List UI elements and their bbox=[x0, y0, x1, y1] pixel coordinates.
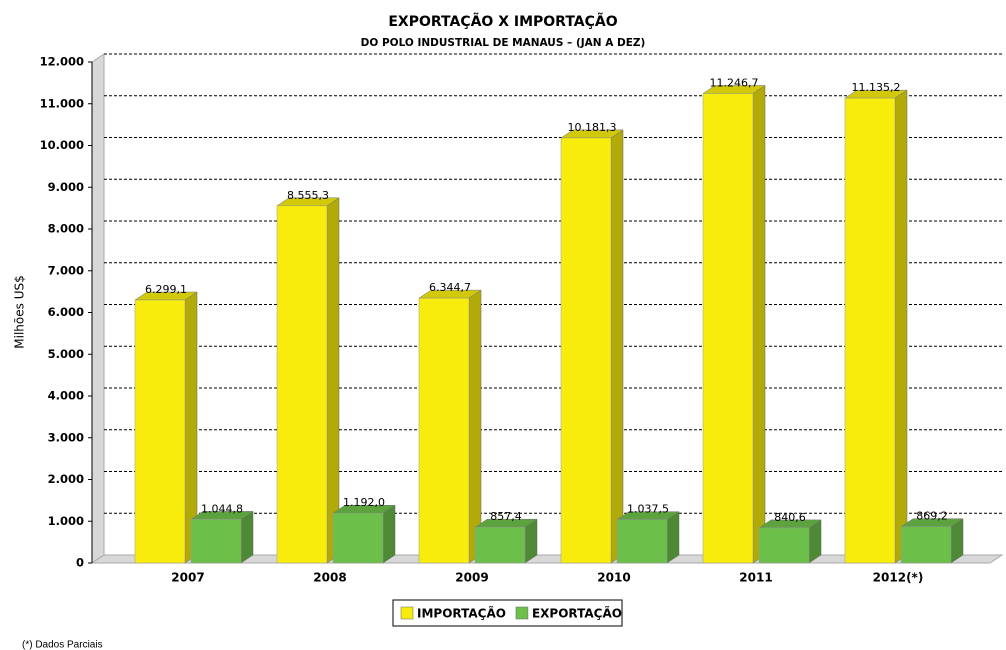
bar-front bbox=[418, 297, 470, 564]
back-wall bbox=[91, 53, 105, 564]
value-label: 840,6 bbox=[774, 511, 806, 524]
value-label: 1.037,5 bbox=[627, 503, 669, 516]
value-label: 8.555,3 bbox=[287, 189, 329, 202]
bar bbox=[900, 518, 964, 564]
bar-front bbox=[332, 512, 384, 564]
y-tick-label: 6.000 bbox=[48, 305, 84, 319]
bar-front bbox=[560, 137, 612, 564]
x-tick-label: 2008 bbox=[313, 571, 346, 585]
bar-front bbox=[702, 93, 754, 564]
bar bbox=[560, 129, 624, 564]
bar-side bbox=[468, 289, 482, 564]
y-tick-label: 2.000 bbox=[48, 472, 84, 486]
bar-front bbox=[844, 97, 896, 564]
x-tick-label: 2012(*) bbox=[873, 571, 924, 585]
y-tick-label: 8.000 bbox=[48, 222, 84, 236]
y-axis-label: Milhões US$ bbox=[13, 275, 27, 348]
value-label: 10.181,3 bbox=[568, 121, 617, 134]
y-tick-label: 3.000 bbox=[48, 430, 84, 444]
bar-front bbox=[616, 519, 668, 564]
bar bbox=[844, 89, 908, 564]
y-tick-label: 5.000 bbox=[48, 347, 84, 361]
bar-front bbox=[758, 527, 810, 564]
bar bbox=[276, 197, 340, 564]
chart-title: EXPORTAÇÃO X IMPORTAÇÃO bbox=[388, 13, 617, 30]
bar bbox=[616, 511, 680, 564]
bar bbox=[332, 504, 396, 564]
footnote: (*) Dados Parciais bbox=[22, 640, 103, 650]
bar-side bbox=[666, 511, 680, 564]
value-label: 11.135,2 bbox=[852, 81, 901, 94]
legend-box bbox=[392, 599, 623, 627]
y-tick-label: 11.000 bbox=[40, 96, 84, 110]
value-label: 1.192,0 bbox=[343, 496, 385, 509]
value-label: 11.246,7 bbox=[710, 76, 759, 89]
value-label: 869,2 bbox=[916, 510, 948, 523]
value-label: 6.299,1 bbox=[145, 283, 187, 296]
x-tick-label: 2011 bbox=[739, 571, 772, 585]
legend-label: IMPORTAÇÃO bbox=[417, 606, 506, 621]
y-tick-label: 4.000 bbox=[48, 389, 84, 403]
bar-front bbox=[900, 526, 952, 564]
x-tick-label: 2010 bbox=[597, 571, 630, 585]
x-tick-label: 2009 bbox=[455, 571, 488, 585]
bar bbox=[474, 518, 538, 564]
value-label: 6.344,7 bbox=[429, 281, 471, 294]
bar bbox=[758, 519, 822, 564]
bar bbox=[418, 289, 482, 564]
bar bbox=[134, 291, 198, 564]
bar-side bbox=[382, 504, 396, 564]
y-tick-label: 10.000 bbox=[40, 138, 84, 152]
bar-front bbox=[474, 526, 526, 564]
value-label: 857,4 bbox=[490, 510, 522, 523]
y-tick-label: 1.000 bbox=[48, 514, 84, 528]
bar-side bbox=[894, 89, 908, 564]
y-tick-label: 9.000 bbox=[48, 180, 84, 194]
bar-front bbox=[134, 299, 186, 564]
y-tick-label: 12.000 bbox=[40, 55, 84, 69]
bar-front bbox=[276, 205, 328, 564]
bar bbox=[702, 84, 766, 564]
x-tick-label: 2007 bbox=[171, 571, 204, 585]
legend-label: EXPORTAÇÃO bbox=[532, 606, 622, 621]
bar-side bbox=[610, 129, 624, 564]
y-tick-label: 0 bbox=[76, 556, 84, 570]
bar-side bbox=[326, 197, 340, 564]
legend-swatch bbox=[400, 606, 414, 620]
bar-side bbox=[240, 510, 254, 564]
value-label: 1.044,8 bbox=[201, 502, 243, 515]
bar-front bbox=[190, 519, 242, 564]
chart-subtitle: DO POLO INDUSTRIAL DE MANAUS – (JAN A DE… bbox=[361, 37, 646, 49]
y-tick-label: 7.000 bbox=[48, 263, 84, 277]
bar bbox=[190, 510, 254, 564]
legend-swatch bbox=[515, 606, 529, 620]
bar-side bbox=[752, 84, 766, 564]
